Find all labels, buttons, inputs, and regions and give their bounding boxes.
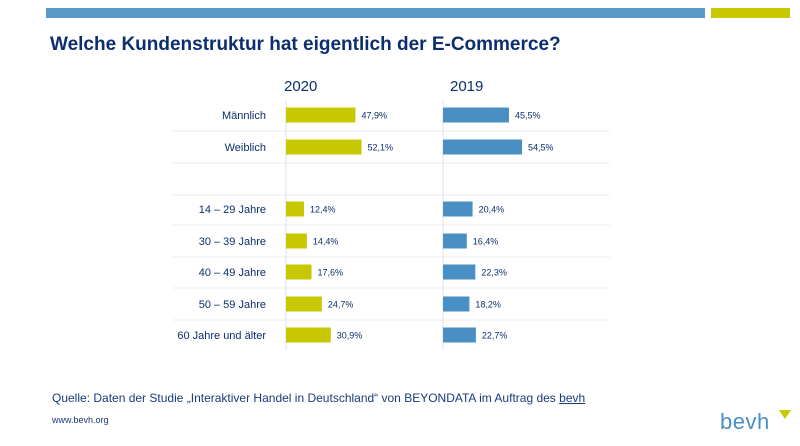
bar-2019 xyxy=(443,327,476,343)
bevh-logo: bevh xyxy=(720,405,792,439)
bar-2020 xyxy=(286,327,331,343)
bar-value-label-2020: 30,9% xyxy=(337,331,363,341)
category-label: 50 – 59 Jahre xyxy=(199,299,266,311)
series-header-2019: 2019 xyxy=(450,78,483,95)
bar-value-label-2020: 17,6% xyxy=(318,268,344,278)
bar-value-label-2019: 16,4% xyxy=(473,237,499,247)
bar-value-label-2019: 18,2% xyxy=(475,300,501,310)
bevh-logo-mark-icon xyxy=(779,410,791,419)
source-link-bevh[interactable]: bevh xyxy=(559,391,586,405)
category-label: Männlich xyxy=(222,110,266,122)
source-note: Quelle: Daten der Studie „Interaktiver H… xyxy=(52,391,585,405)
bar-2019 xyxy=(443,139,523,155)
bar-2020 xyxy=(286,201,304,217)
bar-2019 xyxy=(443,201,473,217)
category-label: 40 – 49 Jahre xyxy=(199,267,266,279)
bar-2019 xyxy=(443,107,509,123)
bar-value-label-2019: 22,7% xyxy=(482,331,508,341)
bar-value-label-2019: 20,4% xyxy=(479,205,505,215)
bar-2020 xyxy=(286,233,307,249)
bar-2020 xyxy=(286,139,362,155)
bar-value-label-2019: 22,3% xyxy=(481,268,507,278)
bar-value-label-2020: 24,7% xyxy=(328,300,354,310)
bar-value-label-2019: 54,5% xyxy=(528,143,554,153)
bar-value-label-2020: 47,9% xyxy=(361,111,387,121)
bar-value-label-2020: 12,4% xyxy=(310,205,336,215)
bar-2020 xyxy=(286,264,312,280)
category-label: Weiblich xyxy=(225,142,266,154)
slide-title: Welche Kundenstruktur hat eigentlich der… xyxy=(50,34,561,55)
series-header-2020: 2020 xyxy=(284,78,317,95)
bar-2020 xyxy=(286,107,356,123)
category-label: 14 – 29 Jahre xyxy=(199,204,266,216)
source-text: Quelle: Daten der Studie „Interaktiver H… xyxy=(52,391,560,405)
bar-value-label-2019: 45,5% xyxy=(515,111,541,121)
top-accent-bar-blue xyxy=(46,8,705,18)
bar-2019 xyxy=(443,264,476,280)
bar-2019 xyxy=(443,233,467,249)
bar-value-label-2020: 52,1% xyxy=(368,143,394,153)
website-url[interactable]: www.bevh.org xyxy=(52,415,109,425)
bar-2019 xyxy=(443,296,470,312)
bar-2020 xyxy=(286,296,322,312)
bar-value-label-2020: 14,4% xyxy=(313,237,339,247)
category-label: 30 – 39 Jahre xyxy=(199,236,266,248)
top-accent-bar-yellow xyxy=(711,8,790,18)
category-label: 60 Jahre und älter xyxy=(177,330,266,342)
logo-text: bevh xyxy=(720,409,770,434)
